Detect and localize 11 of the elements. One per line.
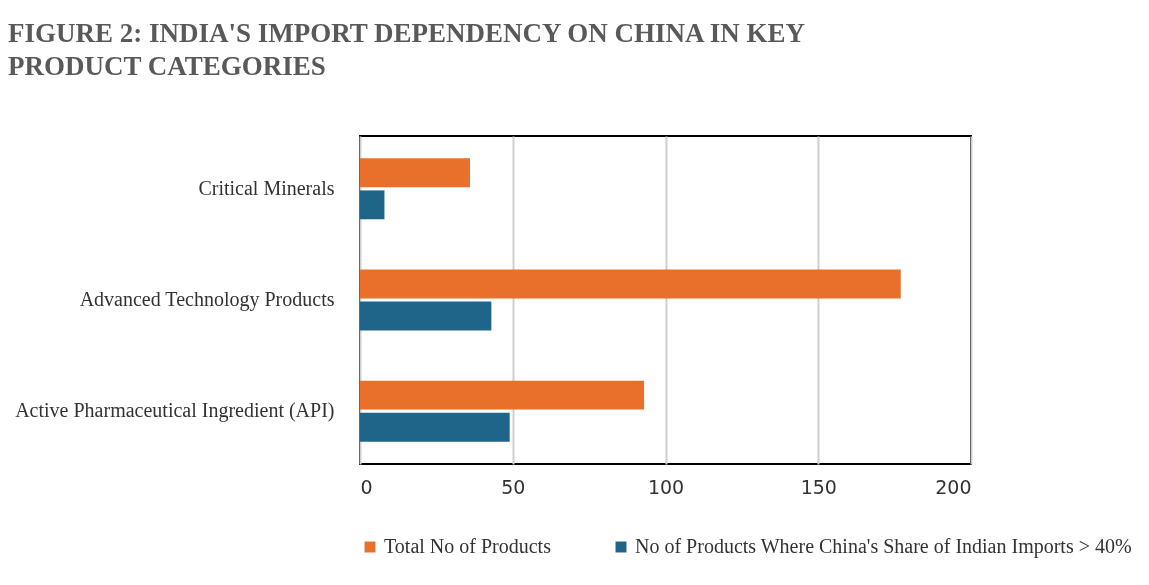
x-tick-label: 200 — [935, 475, 972, 498]
x-tick-label: 100 — [647, 475, 685, 498]
chart-title: FIGURE 2: INDIA'S IMPORT DEPENDENCY ON CHINA IN KEY PRODUCT CATEGORIES — [8, 18, 806, 81]
x-tick-label: 0 — [360, 475, 373, 498]
legend-label: Total No of Products — [384, 535, 552, 557]
y-tick-label: Critical Minerals — [198, 176, 335, 199]
y-tick-label: Advanced Technology Products — [79, 288, 335, 311]
x-tick-label: 150 — [800, 475, 837, 498]
x-tick-label: 50 — [501, 475, 526, 498]
legend-label: No of Products Where China's Share of Indian Imports > 40% — [635, 535, 1132, 558]
y-tick-label: Active Pharmaceutical Ingredient (API) — [15, 399, 335, 423]
